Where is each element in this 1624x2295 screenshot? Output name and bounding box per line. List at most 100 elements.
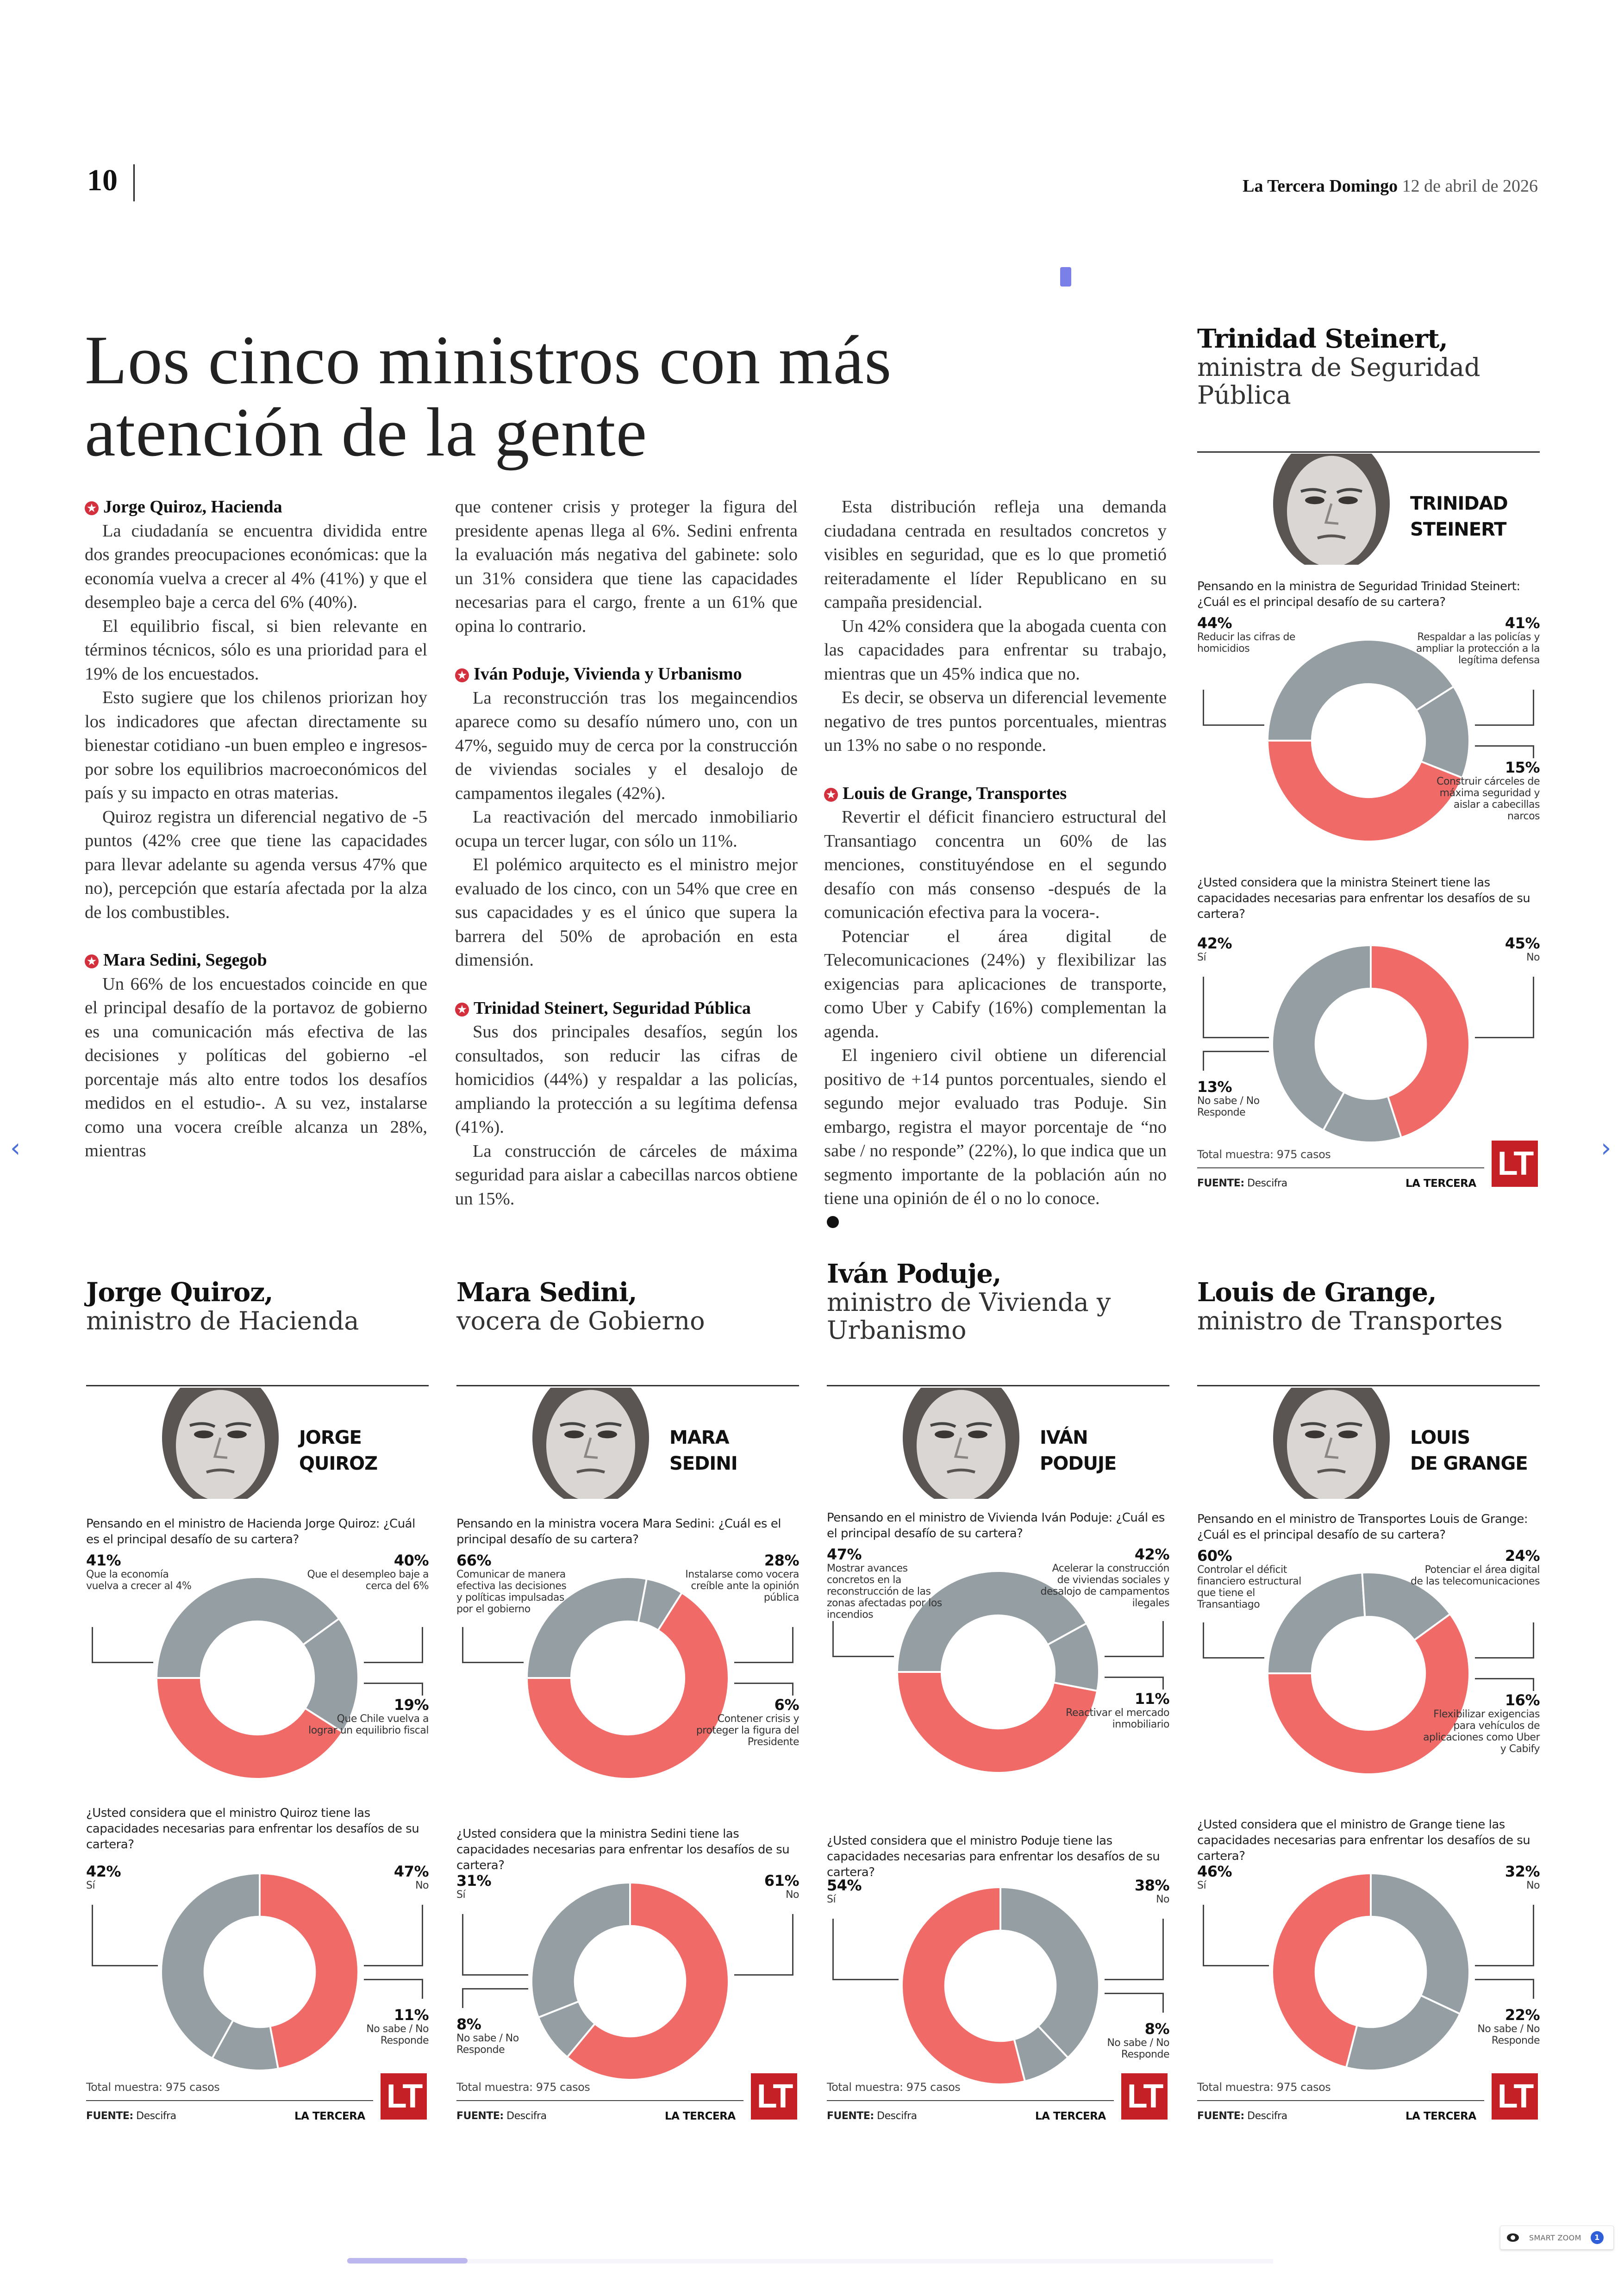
quiroz-capacity-slice-3 xyxy=(211,2019,280,2071)
source-credit: FUENTE: Descifra xyxy=(1197,1178,1287,1189)
capacity-label-ns-value: 13% xyxy=(1197,1078,1232,1096)
challenge-label-2-text: Instalarse como vocera creíble ante la o… xyxy=(685,1569,799,1603)
capacity-question: ¿Usted considera que el ministro Poduje … xyxy=(827,1834,1160,1879)
minister-portrait xyxy=(892,1388,1031,1499)
capacity-label-ns-text: No sabe / No Responde xyxy=(1197,1095,1260,1118)
challenge-label-2: 42% Acelerar la construcción de viviendas… xyxy=(1040,1546,1170,1609)
leader-line xyxy=(462,1988,528,2008)
challenge-label-3-value: 11% xyxy=(1134,1690,1170,1708)
degrange-capacity-slice-3 xyxy=(1345,1994,1462,2071)
publication-name: La Tercera Domingo xyxy=(1243,176,1398,196)
horizontal-scrollbar[interactable] xyxy=(347,2259,1273,2264)
challenge-label-3: 6% Contener crisis y proteger la figura d… xyxy=(679,1696,800,1748)
challenge-label-1-text: Reducir las cifras de homicidios xyxy=(1197,631,1295,655)
minister-portrait xyxy=(521,1388,660,1499)
capacity-label-no-text: No xyxy=(1526,1880,1540,1891)
challenge-question: Pensando en el ministro de Vivienda Iván… xyxy=(827,1511,1165,1540)
quiroz-challenge-donut xyxy=(156,1576,359,1780)
degrange-challenge-slice-1 xyxy=(1267,1613,1470,1775)
sample-total: Total muestra: 975 casos xyxy=(1197,2081,1331,2094)
article-column-2: que contener crisis y proteger la figura… xyxy=(455,495,798,1211)
capacity-label-no: 38% No xyxy=(1095,1877,1170,1905)
panel-divider xyxy=(456,1385,799,1386)
capacity-label-yes-text: Sí xyxy=(1197,952,1206,963)
page-number: 10 xyxy=(87,163,118,197)
challenge-label-1-value: 60% xyxy=(1197,1547,1232,1565)
leader-line xyxy=(1475,1979,1534,1999)
sedini-capacity-slice-2 xyxy=(566,1882,730,2081)
paragraph: Esta distribución refleja una demanda ci… xyxy=(824,497,1167,612)
challenge-label-1-value: 41% xyxy=(86,1552,121,1569)
challenge-label-2-value: 40% xyxy=(394,1552,429,1569)
smart-zoom-button[interactable]: SMART ZOOM 1 xyxy=(1500,2226,1614,2250)
paragraph: Un 66% de los encuestados coincide en qu… xyxy=(85,974,427,1161)
panel-heading: Trinidad Steinert, ministra de Seguridad … xyxy=(1197,324,1540,409)
challenge-label-3: 19% Que Chile vuelva a lograr un equilibr… xyxy=(308,1696,429,1736)
poduje-challenge-slice-2 xyxy=(896,1570,1088,1673)
la-tercera-logo: LT xyxy=(1121,2073,1168,2120)
sample-total: Total muestra: 975 casos xyxy=(1197,1148,1331,1161)
poduje-capacity-slice-1 xyxy=(901,1886,1026,2085)
sample-total: Total muestra: 975 casos xyxy=(86,2081,220,2094)
capacity-label-yes-value: 54% xyxy=(827,1877,862,1894)
capacity-label-yes: 46% Sí xyxy=(1197,1863,1271,1891)
chart-panel-steinert: Trinidad Steinert, ministra de Seguridad … xyxy=(1197,0,1540,2295)
portrait-caption: LOUIS DE GRANGE xyxy=(1410,1425,1528,1477)
challenge-label-1: 66% Comunicar de manera efectiva las deci… xyxy=(456,1552,572,1615)
leader-line xyxy=(1105,1993,1164,2013)
leader-line xyxy=(1105,1621,1164,1657)
sedini-challenge-slice-1 xyxy=(526,1591,730,1780)
challenge-label-3-text: Flexibilizar exigencias para vehículos d… xyxy=(1423,1709,1540,1755)
leader-line xyxy=(734,1683,793,1696)
capacity-label-yes: 42% Sí xyxy=(1197,935,1271,963)
masthead: La Tercera Domingo 12 de abril de 2026 xyxy=(1243,176,1538,196)
source-label: FUENTE: xyxy=(827,2110,874,2122)
challenge-label-1-text: Mostrar avances concretos en la reconstr… xyxy=(827,1563,942,1621)
scrollbar-thumb[interactable] xyxy=(347,2258,468,2264)
poduje-challenge-donut xyxy=(896,1570,1100,1774)
leader-line xyxy=(92,1905,158,1966)
quiroz-challenge-slice-1 xyxy=(156,1677,344,1780)
star-icon: ★ xyxy=(824,787,838,802)
la-tercera-logo: LT xyxy=(381,2073,427,2120)
leader-line xyxy=(1203,690,1264,726)
capacity-label-yes: 31% Sí xyxy=(456,1872,531,1901)
challenge-question: Pensando en el ministro de Transportes L… xyxy=(1197,1512,1528,1542)
portrait-caption: IVÁN PODUJE xyxy=(1040,1425,1117,1477)
sedini-challenge-donut xyxy=(526,1576,730,1780)
portrait-caption-line: DE GRANGE xyxy=(1410,1453,1528,1474)
portrait-caption: JORGE QUIROZ xyxy=(299,1425,378,1477)
challenge-label-3-text: Que Chile vuelva a lograr un equilibrio … xyxy=(308,1713,429,1736)
source-label: FUENTE: xyxy=(86,2110,133,2122)
source-credit: FUENTE: Descifra xyxy=(86,2110,176,2122)
minister-name: Jorge Quiroz, xyxy=(86,1277,274,1308)
source-label: FUENTE: xyxy=(1197,1178,1244,1189)
leader-line xyxy=(734,1627,793,1663)
quiroz-challenge-slice-2 xyxy=(156,1576,341,1679)
sample-total: Total muestra: 975 casos xyxy=(456,2081,590,2094)
annotation-marker[interactable] xyxy=(1060,267,1071,287)
paragraph: La reconstrucción tras los megaincendios… xyxy=(455,688,798,803)
challenge-label-1: 44% Reducir las cifras de homicidios xyxy=(1197,615,1313,655)
chevron-right-icon[interactable]: › xyxy=(1601,1133,1612,1163)
star-icon: ★ xyxy=(85,501,99,515)
leader-line xyxy=(92,1627,153,1663)
brand-name: LA TERCERA xyxy=(1405,2110,1476,2122)
poduje-capacity-slice-2 xyxy=(999,1886,1100,2059)
capacity-label-no-value: 45% xyxy=(1505,935,1540,952)
star-icon: ★ xyxy=(455,1002,469,1017)
steinert-capacity-slice-2 xyxy=(1370,944,1470,1139)
minister-role: ministra de Seguridad Pública xyxy=(1197,353,1480,410)
challenge-label-2: 24% Potenciar el área digital de las tele… xyxy=(1410,1547,1540,1587)
paragraph: El equilibrio fiscal, si bien relevante … xyxy=(85,616,427,684)
challenge-label-1: 47% Mostrar avances concretos en la recon… xyxy=(827,1546,943,1621)
paragraph: que contener crisis y proteger la figura… xyxy=(455,497,798,636)
challenge-label-3-value: 15% xyxy=(1505,759,1540,776)
paragraph: Quiroz registra un diferencial negativo … xyxy=(85,807,427,922)
challenge-label-3-text: Reactivar el mercado inmobiliario xyxy=(1066,1707,1169,1730)
paragraph: Sus dos principales desafíos, según los … xyxy=(455,1022,798,1137)
minister-role: ministro de Vivienda y Urbanismo xyxy=(827,1288,1111,1345)
portrait-caption-line: STEINERT xyxy=(1410,519,1506,540)
chevron-left-icon[interactable]: ‹ xyxy=(10,1133,21,1163)
page-number-divider xyxy=(133,164,135,201)
